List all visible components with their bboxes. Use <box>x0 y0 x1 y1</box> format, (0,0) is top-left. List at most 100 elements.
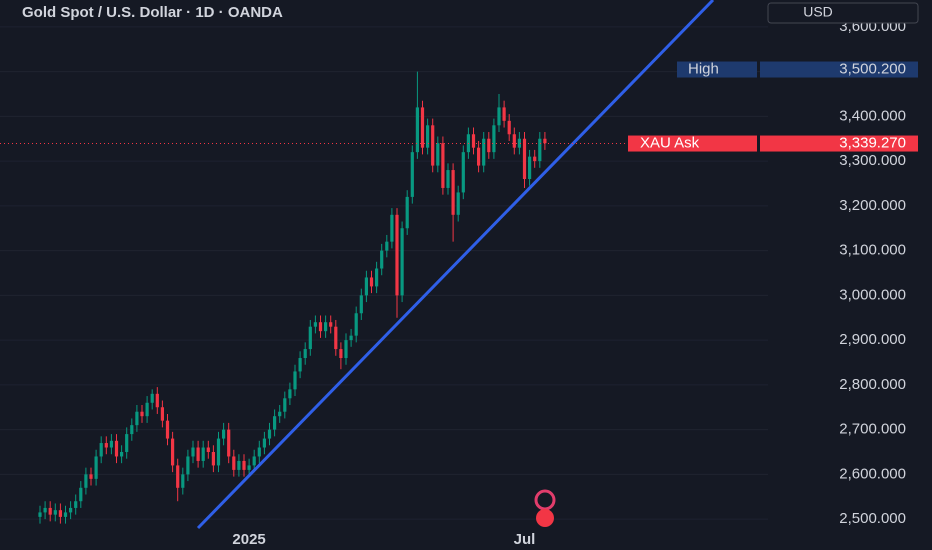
currency-button[interactable] <box>767 2 919 24</box>
candle-body <box>334 326 338 350</box>
candle-body <box>354 313 358 336</box>
candle-body <box>528 156 532 180</box>
candle-body <box>242 460 246 470</box>
candle-body <box>456 192 460 215</box>
candle-body <box>324 322 328 332</box>
candle-body <box>344 340 348 359</box>
candle-body <box>257 447 261 457</box>
candle-body <box>201 447 205 461</box>
candle-body <box>99 443 103 457</box>
chart-title: Gold Spot / U.S. Dollar · 1D · OANDA <box>22 4 283 21</box>
candle-body <box>482 138 486 166</box>
candle-body <box>497 107 501 126</box>
candle-body <box>543 138 547 144</box>
candle-body <box>431 125 435 166</box>
candle-body <box>410 152 414 197</box>
y-tick-label: 2,900.000 <box>839 331 906 348</box>
candle-body <box>191 447 195 457</box>
candle-body <box>538 138 542 162</box>
candle-body <box>278 411 282 417</box>
candle-body <box>471 134 476 148</box>
x-tick-label: 2025 <box>232 531 265 548</box>
y-tick-label: 2,800.000 <box>839 376 906 393</box>
candle-body <box>375 268 379 287</box>
candle-body <box>339 349 343 359</box>
candle-body <box>211 451 215 466</box>
y-tick-label: 3,300.000 <box>839 152 906 169</box>
candle-body <box>385 241 389 251</box>
high-label: High <box>688 60 719 77</box>
candle-body <box>522 138 527 180</box>
candle-body <box>130 425 134 435</box>
candle-body <box>436 143 440 166</box>
candle-body <box>165 420 170 439</box>
candle-body <box>58 510 62 517</box>
y-tick-label: 3,100.000 <box>839 242 906 259</box>
candle-body <box>186 456 190 475</box>
candle-body <box>109 440 113 448</box>
y-tick-label: 3,200.000 <box>839 197 906 214</box>
candle-body <box>74 501 78 508</box>
candle-body <box>293 371 297 390</box>
candle-body <box>426 125 430 148</box>
candle-body <box>267 429 272 439</box>
candle-body <box>171 438 175 466</box>
y-tick-label: 3,400.000 <box>839 107 906 124</box>
candle-body <box>288 389 292 399</box>
event-icon[interactable] <box>536 509 554 527</box>
candle-body <box>196 447 200 461</box>
candle-body <box>369 277 374 287</box>
candle-body <box>262 438 266 448</box>
candle-body <box>502 107 506 121</box>
candle-body <box>507 120 511 135</box>
candle-body <box>145 402 149 417</box>
overlay: XAU Ask 3,339.270 High 3,500.200 <box>0 60 918 152</box>
x-tick-label: Jul <box>514 531 536 548</box>
candle-body <box>84 474 88 488</box>
high-value-box <box>760 61 918 78</box>
candle-body <box>298 358 302 372</box>
high-value: 3,500.200 <box>839 60 906 77</box>
candle-body <box>420 107 425 148</box>
candle-body <box>232 456 236 470</box>
candle-body <box>492 125 496 153</box>
candle-body <box>252 456 256 466</box>
candle-body <box>364 277 368 296</box>
candle-body <box>390 214 394 242</box>
candle-body <box>308 326 312 350</box>
candle-body <box>114 440 119 457</box>
candle-body <box>48 507 52 515</box>
ask-label-box <box>628 135 757 152</box>
candle-body <box>69 507 73 513</box>
candle-body <box>400 228 404 296</box>
candle-body <box>329 322 333 327</box>
ask-label: XAU Ask <box>640 135 700 152</box>
candle-body <box>533 156 537 162</box>
candle-body <box>104 443 108 448</box>
candle-body <box>461 152 465 193</box>
candle-body <box>405 196 409 229</box>
candle-body <box>120 451 124 457</box>
candle-body <box>273 416 277 430</box>
high-label-box <box>677 61 757 78</box>
candle-body <box>206 447 210 452</box>
y-tick-label: 2,700.000 <box>839 421 906 438</box>
currency[interactable]: USD <box>803 4 833 20</box>
candle-body <box>451 170 455 215</box>
candle-body <box>227 429 231 457</box>
candle-body <box>359 295 363 314</box>
candle-body <box>487 138 491 153</box>
candle-body <box>135 411 139 426</box>
candle-body <box>395 214 399 296</box>
candle-body <box>283 398 287 412</box>
candle-body <box>140 411 144 417</box>
candle-body <box>441 143 445 188</box>
candle-body <box>222 429 226 439</box>
candle-body <box>415 107 419 153</box>
candle-body <box>517 138 521 148</box>
candle-body <box>125 434 129 452</box>
candle-body <box>89 474 93 479</box>
candle-body <box>318 322 323 332</box>
